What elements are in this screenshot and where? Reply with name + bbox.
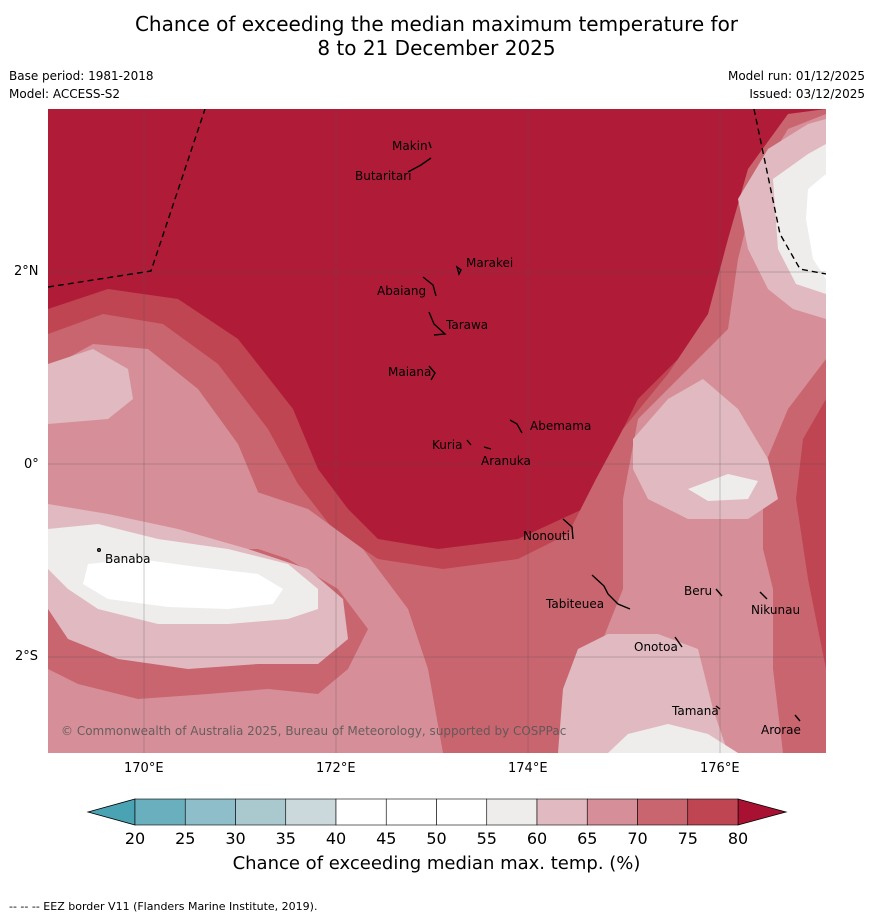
label-abemama: Abemama (530, 419, 591, 433)
band-60-65-se (558, 634, 728, 753)
meta-right: Model run: 01/12/2025 Issued: 03/12/2025 (728, 67, 865, 103)
eez-border (48, 109, 826, 288)
label-tarawa: Tarawa (445, 318, 488, 332)
colorbar-cell (184, 798, 236, 826)
model-name: Model: ACCESS-S2 (9, 87, 121, 101)
colorbar-cell (687, 798, 739, 826)
colorbar-cell (586, 798, 638, 826)
island-labels: Makin Butaritari Marakei Abaiang Tarawa … (105, 139, 801, 737)
band-55-60-se (608, 724, 738, 753)
title-line-1: Chance of exceeding the median maximum t… (134, 12, 739, 36)
colorbar-tick: 65 (577, 829, 598, 848)
colorbar-tick: 60 (526, 829, 548, 848)
label-marakei: Marakei (466, 256, 513, 270)
label-tabiteuea: Tabiteuea (545, 597, 604, 611)
colorbar-cell (536, 798, 588, 826)
lon-label-170: 170°E (124, 761, 164, 776)
lat-label-0: 0° (24, 457, 39, 472)
forecast-map: Makin Butaritari Marakei Abaiang Tarawa … (48, 109, 826, 753)
colorbar-cells (134, 798, 739, 826)
colorbar-tick: 55 (476, 829, 497, 848)
model-run: Model run: 01/12/2025 (727, 69, 865, 83)
lat-label-2s: 2°S (15, 649, 39, 664)
colorbar-cell (637, 798, 689, 826)
colorbar-tick: 20 (124, 829, 146, 848)
colorbar-tick: 45 (376, 829, 397, 848)
colorbar-cell (486, 798, 538, 826)
colorbar-cell (285, 798, 337, 826)
label-makin: Makin (392, 139, 428, 153)
band-60-65-west (48, 349, 133, 424)
lon-label-176: 176°E (700, 761, 740, 776)
label-maiana: Maiana (388, 365, 431, 379)
colorbar-low-arrow (86, 798, 136, 826)
band-65-70-sw (48, 469, 443, 753)
label-banaba: Banaba (105, 552, 151, 566)
lon-label-174: 174°E (508, 761, 548, 776)
copyright-notice: © Commonwealth of Australia 2025, Bureau… (61, 724, 567, 738)
issued-date: Issued: 03/12/2025 (749, 87, 865, 101)
meta-left: Base period: 1981-2018 Model: ACCESS-S2 (9, 67, 154, 103)
lon-label-172: 172°E (316, 761, 356, 776)
colorbar-tick: 80 (727, 829, 749, 848)
colorbar-cell (134, 798, 186, 826)
colorbar (86, 798, 788, 826)
colorbar-high-arrow (737, 798, 788, 826)
colorbar-cell (235, 798, 287, 826)
colorbar-cell (436, 798, 488, 826)
base-period: Base period: 1981-2018 (9, 69, 154, 83)
label-arorae: Arorae (761, 723, 801, 737)
label-nonouti: Nonouti (523, 529, 570, 543)
label-beru: Beru (684, 584, 712, 598)
colorbar-cell (335, 798, 387, 826)
colorbar-tick: 25 (175, 829, 196, 848)
label-kuria: Kuria (432, 438, 463, 452)
label-nikunau: Nikunau (751, 603, 800, 617)
title-line-2: 8 to 21 December 2025 (317, 36, 556, 60)
label-abaiang: Abaiang (377, 284, 426, 298)
colorbar-tick: 40 (325, 829, 347, 848)
lat-label-2n: 2°N (14, 264, 39, 279)
label-butaritari: Butaritari (355, 169, 412, 183)
colorbar-tick: 70 (627, 829, 648, 848)
label-onotoa: Onotoa (634, 640, 678, 654)
eez-footnote: -- -- -- EEZ border V11 (Flanders Marine… (9, 900, 318, 913)
colorbar-label: Chance of exceeding median max. temp. (%… (232, 853, 641, 874)
graticule (48, 109, 826, 753)
band-45-55-south (83, 559, 283, 609)
map-title: Chance of exceeding the median maximum t… (0, 12, 873, 60)
island-shapes (97, 141, 801, 722)
colorbar-tick: 50 (426, 829, 447, 848)
colorbar-cell (385, 798, 437, 826)
band-45-55-ne (806, 174, 826, 279)
band-55-60-east (688, 474, 758, 501)
colorbar-tick: 75 (677, 829, 698, 848)
colorbar-tick: 35 (275, 829, 296, 848)
label-tamana: Tamana (671, 704, 719, 718)
label-aranuka: Aranuka (481, 454, 531, 468)
colorbar-tick: 30 (225, 829, 246, 848)
